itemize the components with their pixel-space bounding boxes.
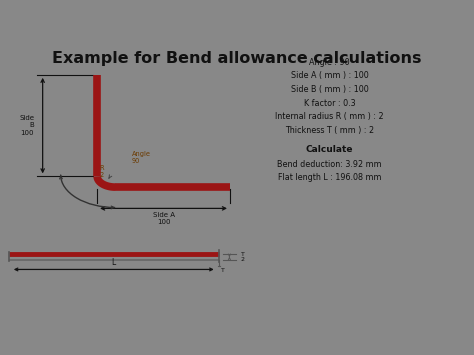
Text: Bend deduction: 3.92 mm: Bend deduction: 3.92 mm (277, 159, 382, 169)
Text: Angle : 90: Angle : 90 (309, 58, 350, 67)
Text: Example for Bend allowance calculations: Example for Bend allowance calculations (52, 51, 422, 66)
Text: Side A
100: Side A 100 (153, 212, 174, 225)
Text: Side A ( mm ) : 100: Side A ( mm ) : 100 (291, 71, 368, 81)
Text: Thickness T ( mm ) : 2: Thickness T ( mm ) : 2 (285, 126, 374, 135)
Text: Flat length L : 196.08 mm: Flat length L : 196.08 mm (278, 173, 381, 182)
Text: L: L (112, 258, 116, 267)
Text: Side
B
100: Side B 100 (19, 115, 34, 136)
Text: T: T (221, 268, 225, 273)
Text: Side B ( mm ) : 100: Side B ( mm ) : 100 (291, 85, 368, 94)
Text: T
2: T 2 (241, 252, 245, 262)
Text: Internal radius R ( mm ) : 2: Internal radius R ( mm ) : 2 (275, 113, 384, 121)
Text: Calculate: Calculate (306, 145, 353, 154)
Text: R
2: R 2 (100, 165, 104, 178)
Text: Angle
90: Angle 90 (132, 151, 151, 164)
Text: K factor : 0.3: K factor : 0.3 (304, 99, 355, 108)
